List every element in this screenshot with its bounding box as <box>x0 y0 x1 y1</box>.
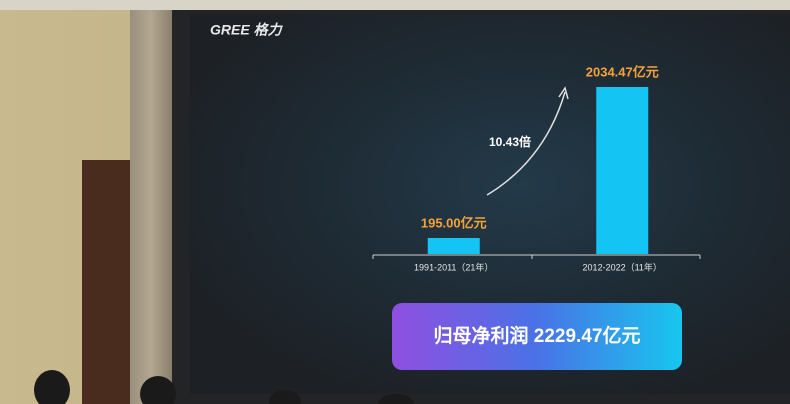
audience-head <box>269 390 301 404</box>
x-tick-label: 1991-2011（21年） <box>414 261 493 272</box>
x-tick-label: 2012-2022（11年） <box>583 261 662 272</box>
audience-head <box>378 394 414 404</box>
growth-arrow <box>486 91 566 196</box>
value-label: 195.00亿元 <box>421 215 487 230</box>
bar <box>596 87 649 254</box>
audience-head <box>140 376 176 404</box>
door <box>82 160 130 404</box>
arrow-head <box>558 86 569 100</box>
summary: 归母净利润 2229.47亿元 <box>434 324 641 347</box>
bar <box>427 237 480 254</box>
value-label: 2034.47亿元 <box>586 64 659 79</box>
summary-banner <box>392 303 682 370</box>
pillar <box>130 10 172 404</box>
audience-head <box>34 370 70 404</box>
logo: GREE 格力 <box>210 22 284 38</box>
annotation: 10.43倍 <box>489 134 531 149</box>
ceiling <box>0 0 790 10</box>
